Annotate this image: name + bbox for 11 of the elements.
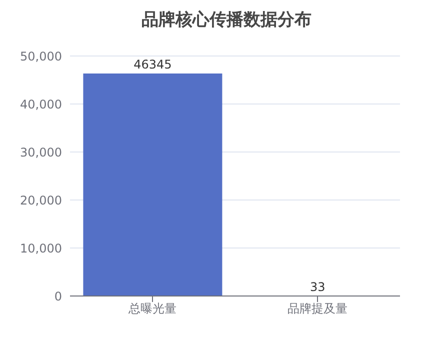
data-label: 46345: [134, 58, 172, 72]
y-tick-label: 50,000: [20, 49, 62, 64]
data-label: 33: [310, 280, 326, 294]
x-tick-label: 总曝光量: [128, 302, 176, 316]
y-tick-label: 40,000: [20, 97, 62, 112]
y-tick-label: 10,000: [20, 241, 62, 256]
y-tick-label: 20,000: [20, 193, 62, 208]
x-tick-label: 品牌提及量: [288, 302, 348, 316]
y-tick-label: 0: [54, 289, 62, 304]
chart-title: 品牌核心传播数据分布: [140, 9, 312, 32]
y-tick-label: 30,000: [20, 145, 62, 160]
